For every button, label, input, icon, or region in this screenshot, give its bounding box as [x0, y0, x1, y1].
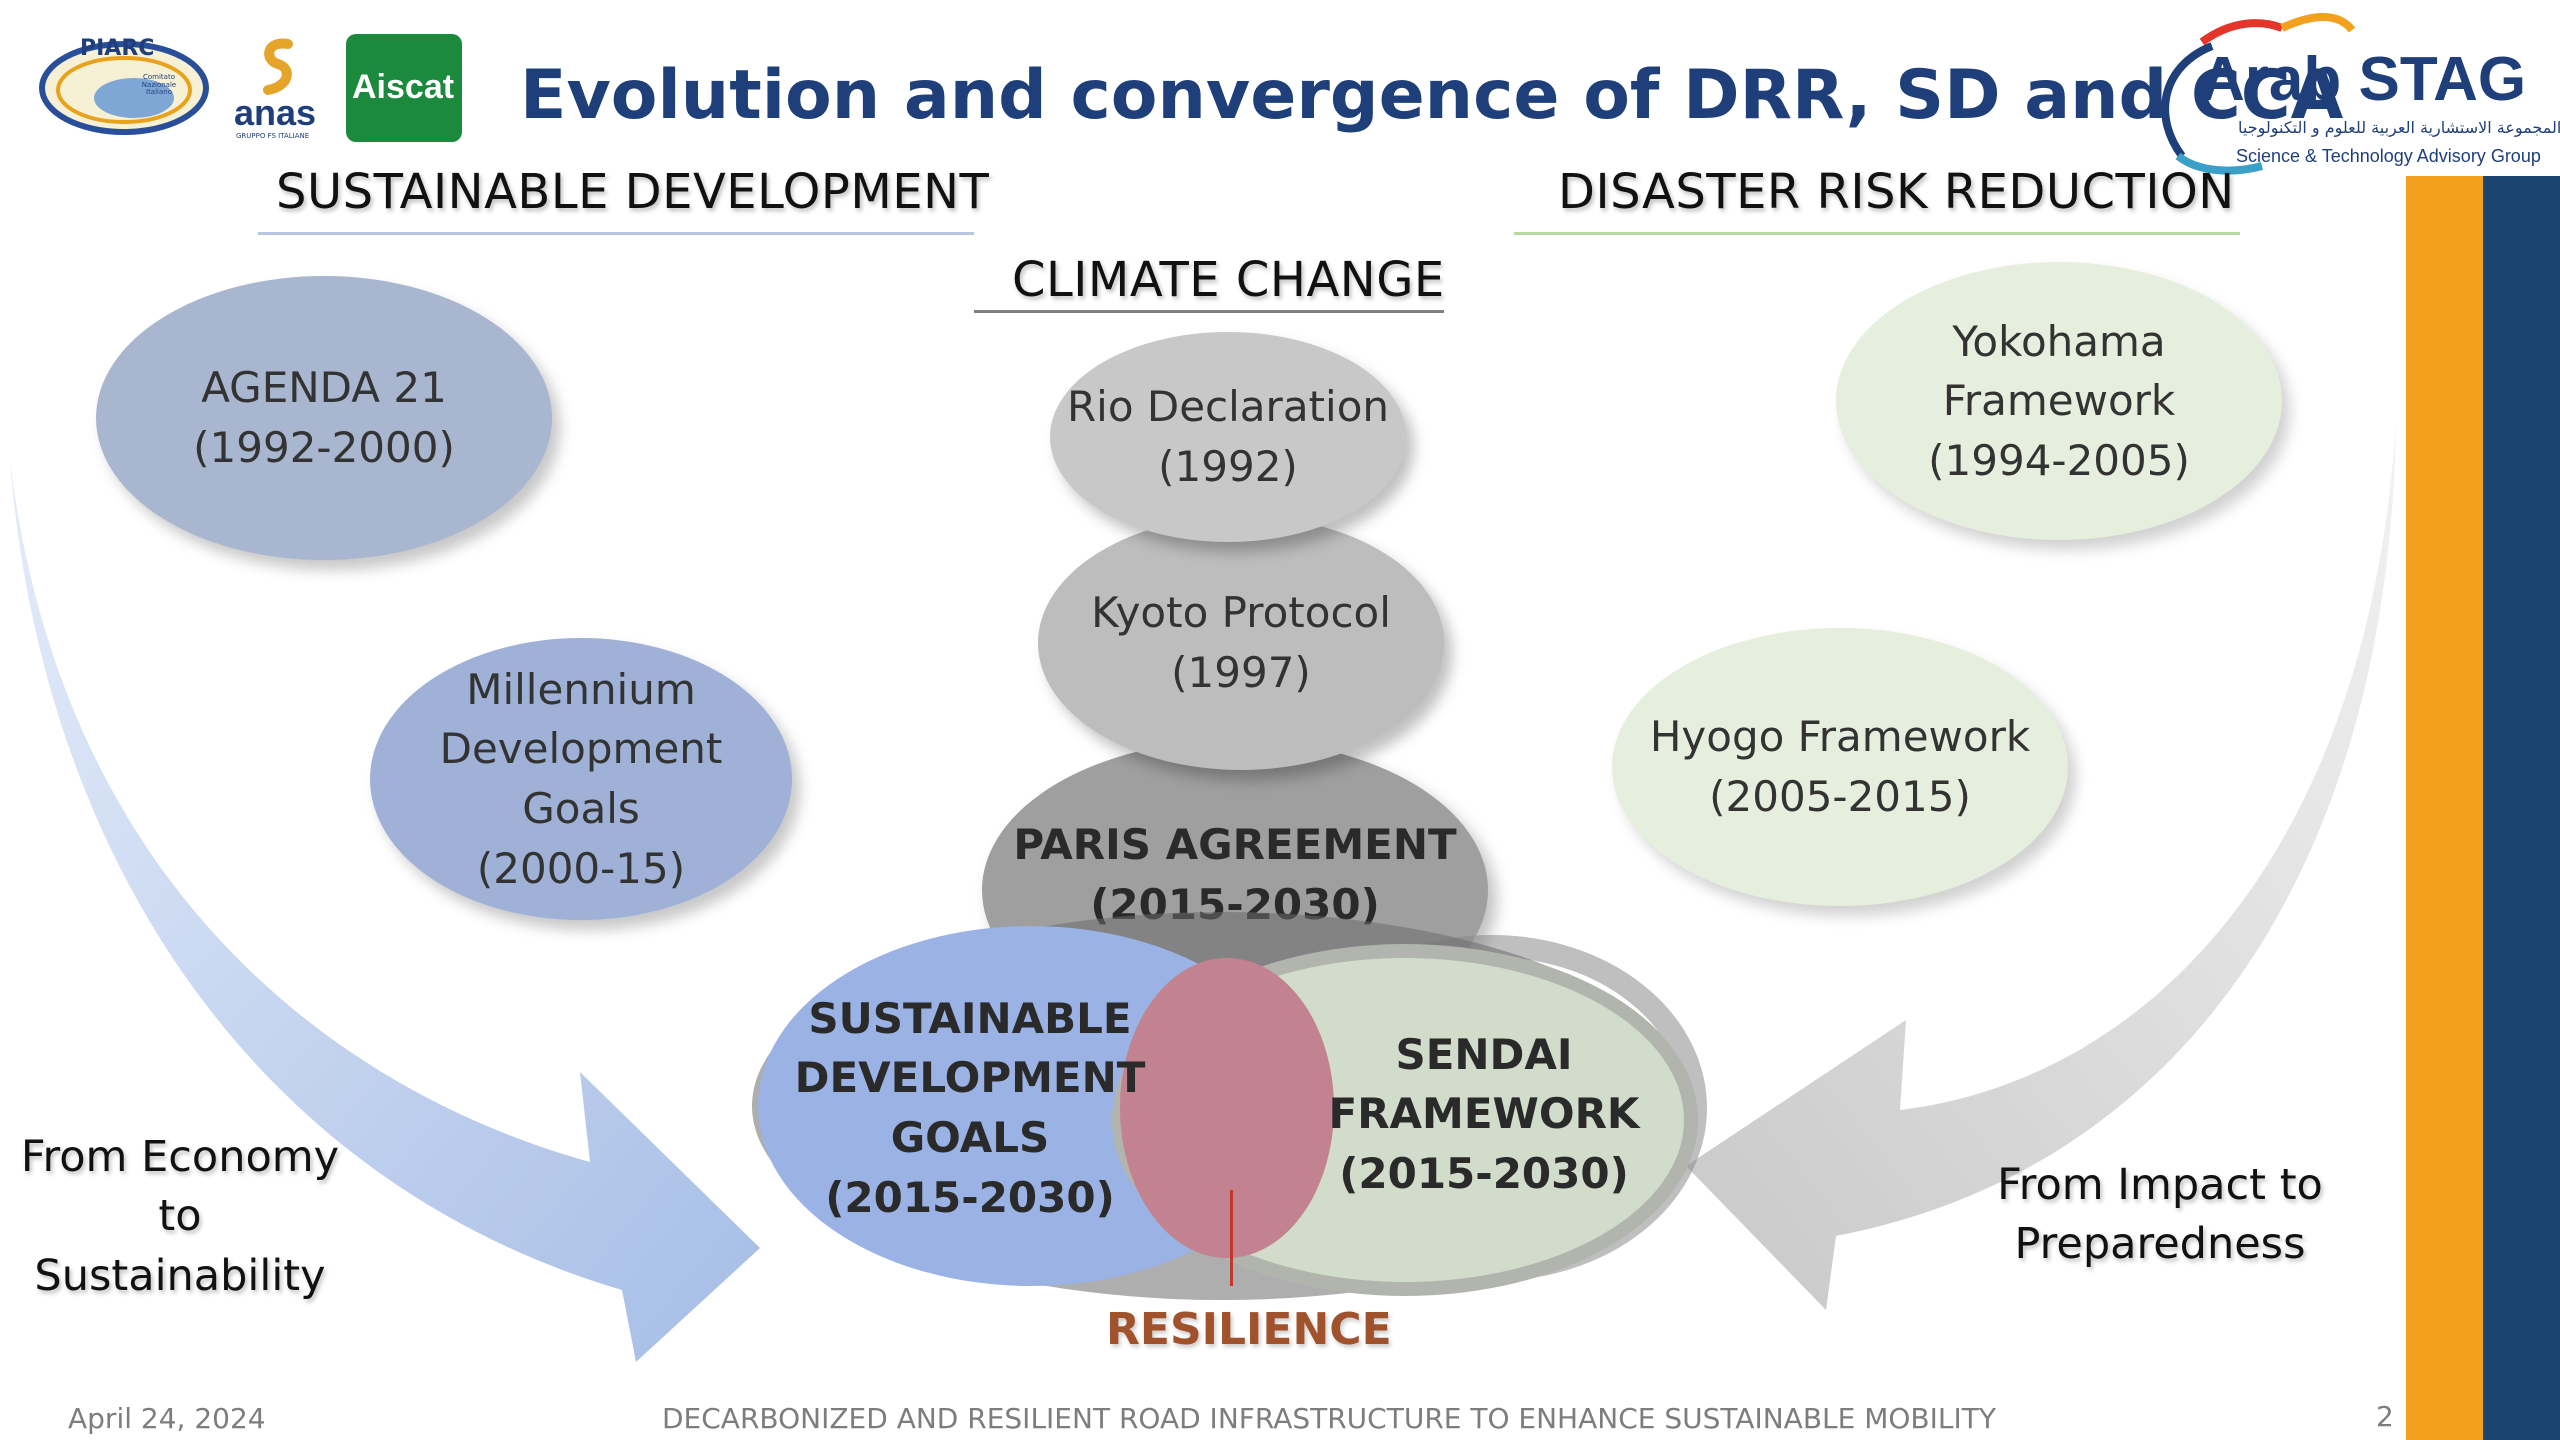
anas-logo-subtext: GRUPPO FS ITALIANE	[236, 132, 310, 140]
section-header-cc: CLIMATE CHANGE	[1012, 252, 1445, 308]
sendai-line-1: SENDAI	[1395, 1029, 1573, 1079]
piarc-logo-text: PIARC	[80, 36, 155, 61]
aiscat-logo-text: Aiscat	[352, 68, 455, 106]
arab-stag-subtext: Science & Technology Advisory Group	[2236, 146, 2541, 166]
sendai-line-2: FRAMEWORK	[1328, 1089, 1640, 1139]
blue-side-bar	[2483, 176, 2560, 1440]
yokohama-line-1: Yokohama	[1952, 316, 2166, 366]
yokohama-ellipse: Yokohama Framework (1994-2005)	[1836, 262, 2282, 540]
mdg-line-3: Goals	[522, 784, 640, 833]
page-title: Evolution and convergence of DRR, SD and…	[520, 56, 2344, 135]
left-caption-line-2: Sustainability	[34, 1250, 326, 1301]
mdg-years: (2000-15)	[476, 843, 686, 893]
hyogo-title: Hyogo Framework	[1649, 712, 2031, 762]
piarc-logo: PIARC Comitato Nazionale Italiano	[38, 30, 210, 140]
sdg-line-3: GOALS	[890, 1113, 1050, 1162]
anas-logo-text: anas	[234, 92, 317, 133]
sdg-line-2: DEVELOPMENT	[794, 1053, 1146, 1103]
rio-declaration-title: Rio Declaration	[1066, 382, 1390, 432]
left-caption: From Economy to Sustainability	[0, 1128, 360, 1306]
section-underline-drr	[1514, 232, 2240, 235]
sdg-line-1: SUSTAINABLE	[808, 993, 1132, 1043]
mdg-line-1: Millennium	[466, 664, 696, 714]
resilience-intersection	[1120, 958, 1334, 1258]
kyoto-protocol-ellipse: Kyoto Protocol (1997)	[1038, 516, 1444, 770]
aiscat-logo: Aiscat	[346, 34, 462, 142]
mdg-ellipse: Millennium Development Goals (2000-15)	[370, 638, 792, 920]
resilience-label: RESILIENCE	[1106, 1304, 1392, 1355]
orange-side-bar	[2406, 176, 2483, 1440]
section-header-drr: DISASTER RISK REDUCTION	[1558, 164, 2235, 220]
sdg-label-block: SUSTAINABLE DEVELOPMENT GOALS (2015-2030…	[760, 978, 1180, 1238]
agenda-21-years: (1992-2000)	[193, 423, 455, 472]
arab-stag-logo-text: Arab STAG	[2200, 45, 2527, 114]
section-underline-sd	[258, 232, 974, 235]
page-number: 2	[2376, 1400, 2394, 1433]
mdg-line-2: Development	[439, 724, 723, 774]
right-caption: From Impact to Preparedness	[1980, 1156, 2340, 1275]
section-underline-cc	[974, 310, 1444, 313]
footer-date: April 24, 2024	[68, 1402, 266, 1435]
agenda-21-title: AGENDA 21	[201, 363, 447, 413]
kyoto-protocol-title: Kyoto Protocol	[1091, 588, 1391, 638]
hyogo-years: (2005-2015)	[1709, 772, 1971, 821]
arab-stag-arabic-text: المجموعة الاستشارية العربية للعلوم و الت…	[2238, 118, 2560, 137]
rio-declaration-ellipse: Rio Declaration (1992)	[1050, 332, 1406, 542]
footer-title: DECARBONIZED AND RESILIENT ROAD INFRASTR…	[662, 1402, 1996, 1435]
resilience-connector-line	[1230, 1190, 1233, 1286]
section-header-sd: SUSTAINABLE DEVELOPMENT	[276, 164, 990, 220]
hyogo-ellipse: Hyogo Framework (2005-2015)	[1612, 628, 2068, 906]
right-caption-line-2: Preparedness	[2014, 1219, 2306, 1270]
sdg-years: (2015-2030)	[825, 1172, 1115, 1222]
piarc-logo-subtext: Comitato Nazionale Italiano	[141, 73, 177, 97]
sendai-years: (2015-2030)	[1339, 1148, 1629, 1198]
paris-agreement-title: PARIS AGREEMENT	[1013, 820, 1457, 870]
arab-stag-logo: Arab STAG المجموعة الاستشارية العربية لل…	[2142, 6, 2560, 175]
rio-declaration-years: (1992)	[1158, 442, 1298, 491]
kyoto-protocol-years: (1997)	[1171, 648, 1311, 697]
sendai-label-block: SENDAI FRAMEWORK (2015-2030)	[1316, 1014, 1652, 1214]
left-caption-line-1: From Economy to	[20, 1132, 340, 1242]
right-caption-line-1: From Impact to	[1997, 1160, 2323, 1210]
agenda-21-ellipse: AGENDA 21 (1992-2000)	[96, 276, 552, 560]
anas-logo: anas GRUPPO FS ITALIANE	[226, 38, 326, 142]
yokohama-line-2: Framework	[1942, 376, 2176, 426]
yokohama-years: (1994-2005)	[1928, 435, 2190, 485]
